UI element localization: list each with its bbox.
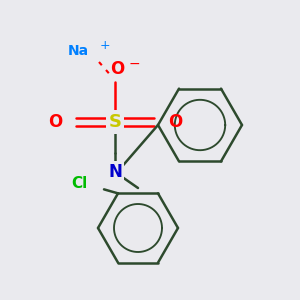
Text: O: O xyxy=(168,113,182,131)
Text: +: + xyxy=(100,39,110,52)
Text: Cl: Cl xyxy=(72,176,88,191)
Text: N: N xyxy=(108,163,122,181)
Text: S: S xyxy=(109,113,122,131)
Text: O: O xyxy=(48,113,62,131)
Text: O: O xyxy=(110,60,124,78)
Text: −: − xyxy=(129,57,141,71)
Text: Na: Na xyxy=(68,44,89,58)
